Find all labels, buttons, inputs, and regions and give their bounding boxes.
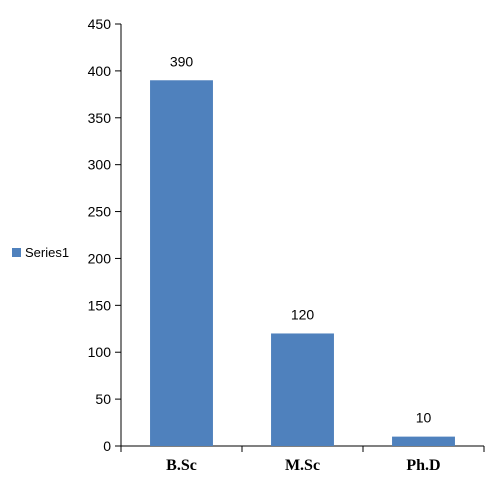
y-tick-label: 50 [95,391,111,407]
data-label: 120 [291,306,315,322]
y-tick-label: 350 [88,110,112,126]
bar-b-sc [150,80,213,447]
y-tick-label: 250 [88,204,112,220]
x-category-label: Ph.D [406,457,440,474]
y-tick-label: 150 [88,297,112,313]
legend: Series1 [12,245,69,260]
bars [150,80,455,447]
bar-ph-d [392,436,455,446]
axes: 0 50 100 150 200 250 300 350 400 450 [88,16,485,454]
y-tick-label: 300 [88,157,112,173]
labels: 390 B.Sc 120 M.Sc 10 Ph.D [166,53,440,474]
legend-swatch [12,248,21,257]
data-label: 10 [416,410,432,426]
y-tick-label: 100 [88,344,112,360]
y-tick-label: 0 [103,438,111,454]
y-tick-label: 400 [88,63,112,79]
y-tick-label: 450 [88,16,112,32]
x-category-label: M.Sc [285,457,320,474]
x-category-label: B.Sc [166,457,197,474]
bar-m-sc [271,333,334,446]
legend-label: Series1 [25,245,69,260]
data-label: 390 [170,53,194,69]
y-tick-label: 200 [88,250,112,266]
